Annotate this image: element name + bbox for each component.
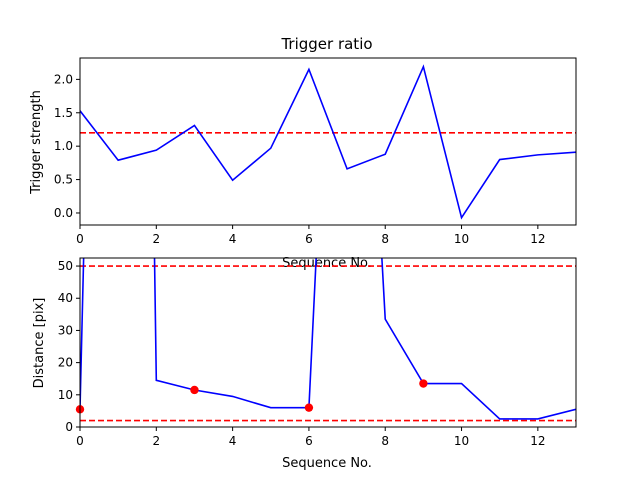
x-tick-label: 10 [454,232,469,246]
y-tick-label: 0.5 [54,173,73,187]
series-line [80,64,576,220]
trigger-ratio-axes: Trigger ratio Trigger strength Sequence … [29,35,577,271]
x-tick-label: 0 [76,434,84,448]
x-tick-label: 2 [152,434,160,448]
x-tick-label: 8 [381,434,389,448]
axes-frame [79,57,577,226]
plot-clip-group [80,258,576,422]
y-axis-label: Trigger strength [29,90,44,195]
y-tick-label: 0.0 [54,206,73,220]
plot-clip-group [80,64,576,220]
data-point [419,379,428,388]
x-tick-label: 10 [454,434,469,448]
chart-title: Trigger ratio [280,35,372,53]
data-point [304,403,314,412]
plot-area: 0 2 4 6 8 10 12 0 10 20 30 40 50 [58,257,577,448]
y-tick-label: 1.5 [54,106,73,120]
y-tick-label: 30 [58,323,73,337]
x-tick-label: 0 [76,232,84,246]
distance-axes: Distance [pix] Sequence No. 0 2 4 6 8 10 12 0 10… [32,257,577,471]
axes-frame [79,257,577,428]
x-axis-label: Sequence No. [282,256,372,271]
data-point [190,385,199,395]
x-tick-label: 12 [530,434,545,448]
x-tick-label: 2 [152,232,160,246]
x-tick-label: 12 [530,232,545,246]
y-tick-label: 50 [58,259,73,273]
y-tick-label: 40 [58,291,73,305]
y-tick-label: 2.0 [54,72,73,86]
series-line [80,258,576,420]
y-axis-label: Distance [pix] [32,298,47,389]
x-tick-label: 8 [381,232,389,246]
y-tick-label: 1.0 [54,139,73,153]
x-axis-label: Sequence No. [282,456,372,471]
y-tick-label: 0 [65,420,73,434]
x-tick-label: 4 [229,434,237,448]
x-tick-label: 6 [305,232,313,246]
plot-area: 0 2 4 6 8 10 12 0.0 0.5 1.0 1.5 2.0 [54,57,577,246]
x-tick-label: 4 [229,232,237,246]
y-tick-label: 20 [58,356,73,370]
x-tick-label: 6 [305,434,313,448]
y-tick-label: 10 [58,388,73,402]
